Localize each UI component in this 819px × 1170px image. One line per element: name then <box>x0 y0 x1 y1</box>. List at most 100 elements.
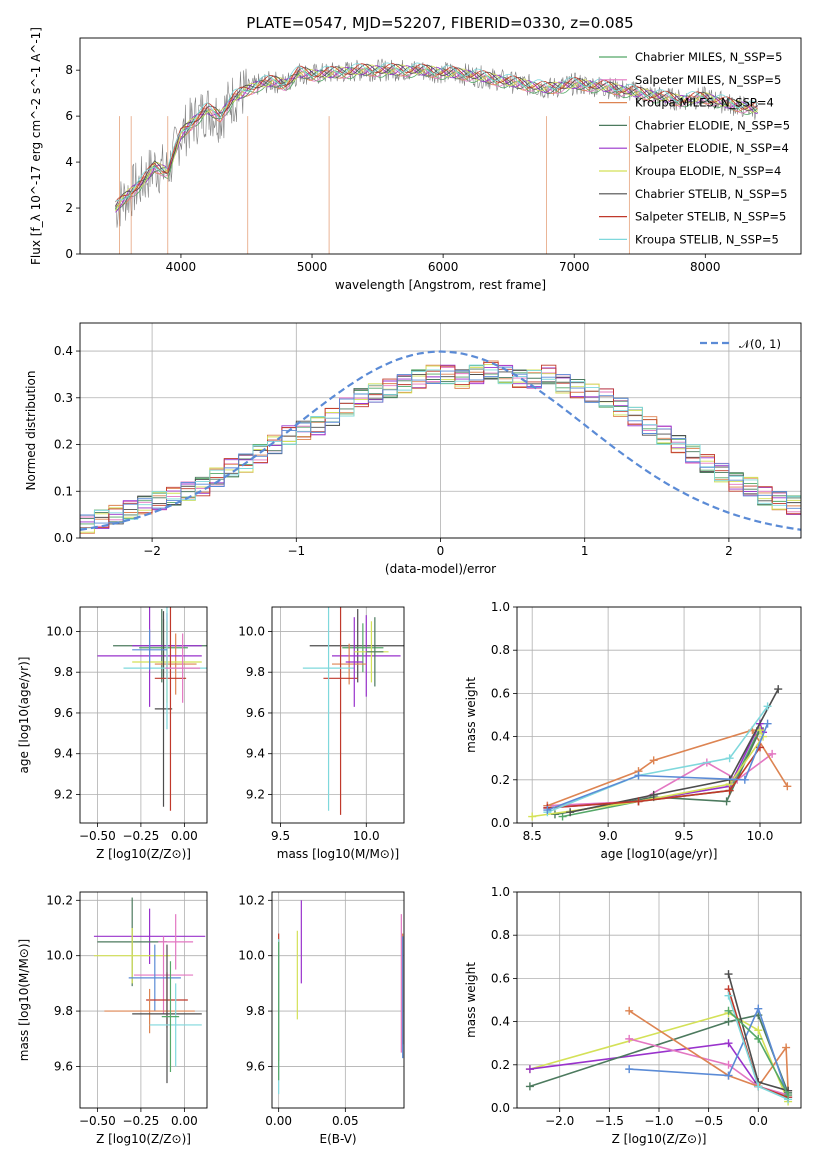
x-tick-label: 9.5 <box>271 829 290 843</box>
legend-entry: Kroupa ELODIE, N_SSP=4 <box>635 164 781 178</box>
legend-entry: Kroupa STELIB, N_SSP=5 <box>635 232 779 246</box>
x-tick-label: −1 <box>287 544 305 558</box>
x-axis-label: E(B-V) <box>319 1132 356 1146</box>
x-tick-label: 0.00 <box>171 1114 198 1128</box>
weight-marker <box>763 719 772 728</box>
x-tick-label: 7000 <box>559 260 590 274</box>
weight-marker <box>784 1091 793 1100</box>
x-axis-label: age [log10(age/yr)] <box>601 847 718 861</box>
y-tick-label: 4 <box>65 155 73 169</box>
weight-marker <box>724 1017 733 1026</box>
legend-entry: Salpeter STELIB, N_SSP=5 <box>635 210 786 224</box>
x-tick-label: −0.25 <box>122 829 159 843</box>
model-spectrum-line <box>115 63 758 207</box>
weight-marker <box>625 1065 634 1074</box>
y-tick-label: 2 <box>65 201 73 215</box>
legend-entry: Chabrier MILES, N_SSP=5 <box>635 50 782 64</box>
y-tick-label: 0.8 <box>491 643 510 657</box>
spectrum-panel: 4000 5000 6000 7000 8000 0 2 4 6 8 wavelength [Ang… <box>29 27 802 292</box>
model-spectrum-line <box>115 67 758 206</box>
spectrum-lines <box>115 58 758 254</box>
model-spectrum-line <box>115 64 758 212</box>
y-tick-label: 9.2 <box>54 787 73 801</box>
weight-marker <box>649 756 658 765</box>
mass-weight-vs-metallicity-panel: −2.0 −1.5 −1.0 −0.5 0.0 0.0 0.2 0.4 0.6 0.8 1.0 Z [… <box>464 885 802 1146</box>
y-tick-label: 0.3 <box>54 391 73 405</box>
x-tick-label: 0.00 <box>265 1114 292 1128</box>
x-tick-label: 5000 <box>297 260 328 274</box>
weight-marker <box>528 812 537 821</box>
y-axis-label: Normed distribution <box>24 371 38 491</box>
y-axis-label: Flux [f_λ 10^-17 erg cm^-2 s^-1 A^-1] <box>29 27 43 265</box>
x-axis-label: (data-model)/error <box>385 562 496 576</box>
plot-frame <box>79 37 802 255</box>
weight-marker <box>649 790 658 799</box>
model-spectrum-line <box>115 62 758 202</box>
y-tick-label: 9.6 <box>246 1059 265 1073</box>
weight-marker <box>782 1043 791 1052</box>
y-tick-label: 10.2 <box>46 893 73 907</box>
y-tick-label: 0.0 <box>491 1101 510 1115</box>
mass-vs-ebv-panel: 0.00 0.05 9.6 9.8 10.0 10.2 E(B-V) <box>238 891 405 1146</box>
x-tick-label: −1.0 <box>644 1114 673 1128</box>
y-tick-label: 1.0 <box>491 600 510 614</box>
weight-series-line <box>547 746 761 809</box>
error-bars <box>93 897 206 1084</box>
y-tick-label: 0.4 <box>491 1015 510 1029</box>
weight-marker <box>634 771 643 780</box>
x-tick-label: 0.0 <box>749 1114 768 1128</box>
x-tick-label: 4000 <box>166 260 197 274</box>
y-tick-label: 0.4 <box>491 730 510 744</box>
x-tick-label: 2 <box>725 544 733 558</box>
weight-marker <box>754 1082 763 1091</box>
y-axis-label: mass [log10(M/M⊙)] <box>17 939 31 1061</box>
weight-marker <box>783 782 792 791</box>
x-tick-label: −0.50 <box>79 829 116 843</box>
x-tick-label: 0.00 <box>171 829 198 843</box>
x-tick-label: 6000 <box>428 260 459 274</box>
weight-marker <box>740 775 749 784</box>
legend-entry: Kroupa MILES, N_SSP=4 <box>635 96 774 110</box>
x-tick-label: −2 <box>143 544 161 558</box>
model-spectrum-line <box>115 66 758 207</box>
weight-marker <box>634 797 643 806</box>
plot-frame <box>79 606 208 824</box>
y-tick-label: 0.6 <box>491 686 510 700</box>
error-bars <box>302 607 404 815</box>
y-tick-label: 9.8 <box>54 1004 73 1018</box>
x-axis-label: Z [log10(Z/Z⊙)] <box>96 847 191 861</box>
weight-marker <box>525 1082 534 1091</box>
x-tick-label: −2.0 <box>545 1114 574 1128</box>
x-tick-label: 8.5 <box>523 829 542 843</box>
weight-marker <box>774 685 783 694</box>
y-axis-label: mass weight <box>464 962 478 1038</box>
residual-histogram-panel: −2 −1 0 1 2 0.0 0.1 0.2 0.3 0.4 (data-model)/error… <box>24 322 802 576</box>
x-axis-label: Z [log10(Z/Z⊙)] <box>96 1132 191 1146</box>
plot-frame <box>516 606 802 824</box>
age-vs-mass-panel: 9.5 10.0 9.2 9.4 9.6 9.8 10.0 mass [log10(M/M⊙)… <box>238 606 405 861</box>
weight-marker <box>724 970 733 979</box>
legend-entry: Chabrier STELIB, N_SSP=5 <box>635 187 787 201</box>
y-tick-label: 0.4 <box>54 344 73 358</box>
x-tick-label: 10.0 <box>747 829 774 843</box>
weight-marker <box>724 1060 733 1069</box>
y-tick-label: 10.0 <box>238 624 265 638</box>
y-tick-label: 9.8 <box>246 665 265 679</box>
y-tick-label: 9.8 <box>246 1004 265 1018</box>
weight-marker <box>566 808 575 817</box>
histograms <box>80 350 801 538</box>
plot-frame <box>271 606 405 824</box>
model-spectrum-line <box>115 63 758 203</box>
weight-marker <box>724 1006 733 1015</box>
error-bars <box>97 607 207 811</box>
histogram-series <box>80 366 801 538</box>
weight-marker <box>724 1039 733 1048</box>
y-axis-label: mass weight <box>464 677 478 753</box>
legend-entry: Salpeter ELODIE, N_SSP=4 <box>635 141 789 155</box>
y-tick-label: 9.4 <box>54 747 73 761</box>
weight-series <box>528 685 792 821</box>
x-tick-label: 0 <box>437 544 445 558</box>
y-tick-label: 9.6 <box>246 706 265 720</box>
weight-series-line <box>547 705 769 813</box>
weight-marker <box>768 749 777 758</box>
